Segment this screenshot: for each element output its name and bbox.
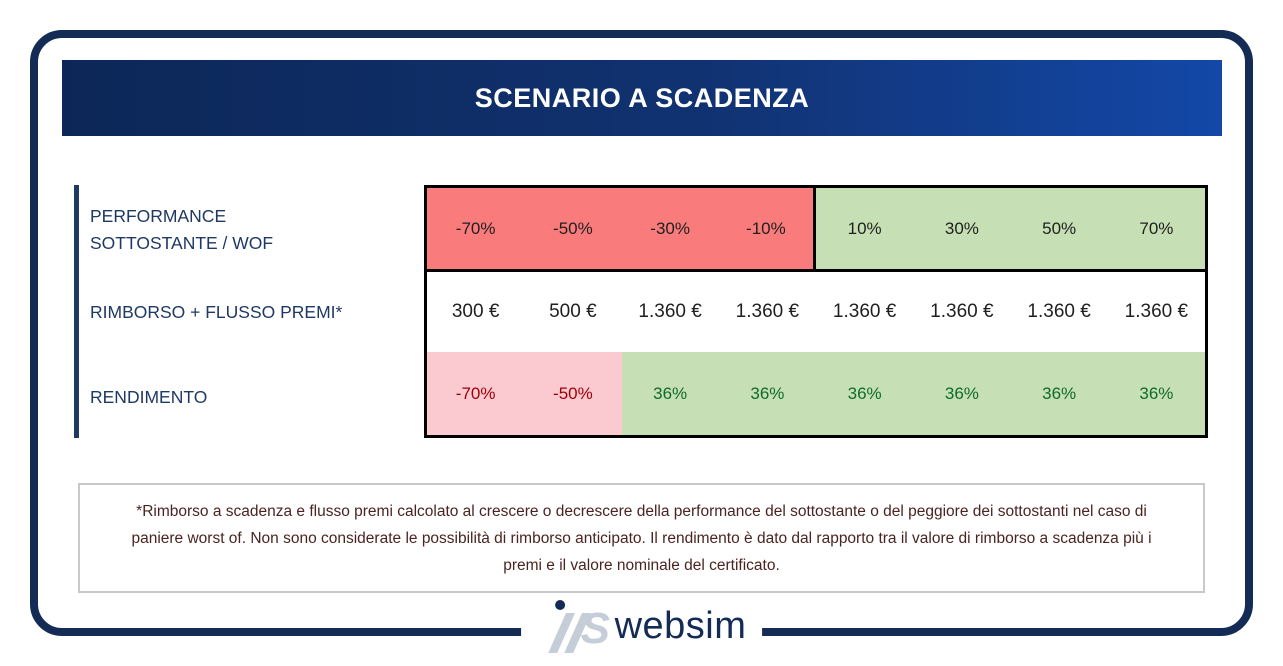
logo-s-glyph: S xyxy=(580,604,610,653)
table-cell: 300 € xyxy=(451,301,500,322)
table-cell: 36% xyxy=(621,352,719,435)
header-band: SCENARIO A SCADENZA xyxy=(62,60,1222,136)
table-cell: 36% xyxy=(913,352,1011,435)
table-cell: 10% xyxy=(816,188,914,272)
row-label-performance: PERFORMANCE SOTTOSTANTE / WOF xyxy=(90,203,273,257)
footnote-text: *Rimborso a scadenza e flusso premi calc… xyxy=(131,502,1152,574)
table-cell: 1.360 € xyxy=(638,301,702,322)
scenario-table: -70% -50% -30% -10% 10% 30% 50% 70% 300 … xyxy=(424,185,1208,438)
row-label-rendimento-line1: RENDIMENTO xyxy=(90,387,208,407)
table-cell: 1.360 € xyxy=(1124,301,1189,322)
row-label-performance-line1: PERFORMANCE xyxy=(90,206,227,226)
websim-logo-icon: S xyxy=(537,597,613,655)
table-cell: 30% xyxy=(913,188,1011,272)
row-label-performance-line2: SOTTOSTANTE / WOF xyxy=(90,233,274,253)
table-cell: -70% xyxy=(427,352,525,435)
table-cell: 1.360 € xyxy=(1027,301,1091,322)
row-label-rendimento: RENDIMENTO xyxy=(90,384,207,411)
logo-dot-icon xyxy=(554,600,565,610)
table-cell: 36% xyxy=(1107,352,1205,435)
table-cell: 1.360 € xyxy=(735,301,800,322)
table-cell: 36% xyxy=(816,352,914,435)
row-label-rimborso-line1: RIMBORSO + FLUSSO PREMI* xyxy=(90,302,343,322)
table-cell: -50% xyxy=(524,352,622,435)
table-cell: 1.360 € xyxy=(930,301,994,322)
table-cell: -50% xyxy=(524,188,622,272)
table-cell: -10% xyxy=(718,188,816,272)
left-accent-bar xyxy=(74,185,79,438)
row-label-rimborso: RIMBORSO + FLUSSO PREMI* xyxy=(90,299,342,326)
table-cell: 1.360 € xyxy=(832,301,897,322)
websim-logo-text: websim xyxy=(614,605,747,647)
table-cell: -70% xyxy=(427,188,525,272)
table-cell: -30% xyxy=(621,188,719,272)
page-title: SCENARIO A SCADENZA xyxy=(474,82,810,113)
table-cell: 36% xyxy=(1010,352,1108,435)
websim-logo: S websim xyxy=(520,597,763,655)
table-cell: 50% xyxy=(1010,188,1108,272)
table-cell: 36% xyxy=(718,352,816,435)
footnote-box: *Rimborso a scadenza e flusso premi calc… xyxy=(78,483,1205,593)
table-cell: 70% xyxy=(1107,188,1205,272)
table-cell: 500 € xyxy=(549,301,597,322)
